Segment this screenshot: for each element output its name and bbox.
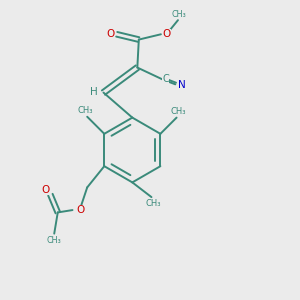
Text: H: H [90, 87, 98, 97]
Text: CH₃: CH₃ [170, 106, 186, 116]
Text: O: O [41, 185, 49, 195]
Text: N: N [178, 80, 185, 90]
Text: CH₃: CH₃ [47, 236, 61, 245]
Text: CH₃: CH₃ [78, 106, 94, 115]
Text: CH₃: CH₃ [171, 10, 186, 19]
Text: C: C [162, 74, 169, 84]
Text: O: O [107, 29, 115, 39]
Text: O: O [163, 29, 171, 39]
Text: O: O [76, 206, 85, 215]
Text: CH₃: CH₃ [145, 199, 161, 208]
